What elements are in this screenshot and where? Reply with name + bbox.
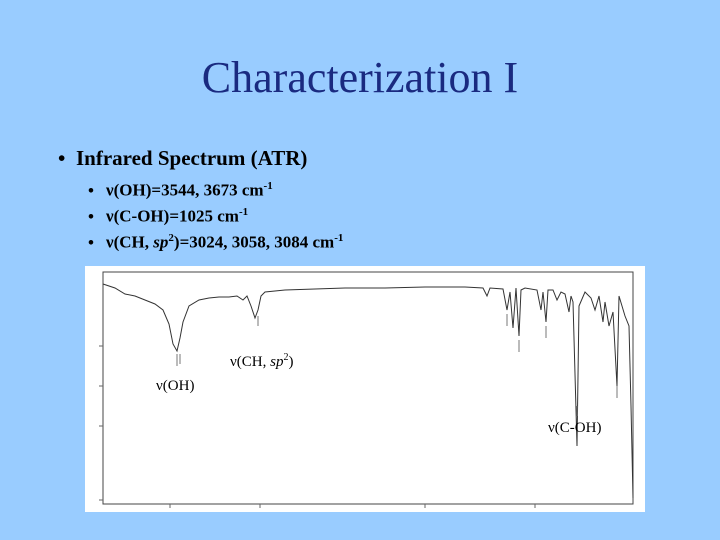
sub-text-italic: sp xyxy=(153,232,169,252)
sub-text: (OH)=3544, 3673 cm xyxy=(113,180,264,200)
label-text: ) xyxy=(288,354,294,370)
plot-frame xyxy=(102,271,634,505)
ir-spectrum-image xyxy=(85,266,645,512)
bullet-dot-icon: • xyxy=(58,146,66,170)
label-oh: ν(OH) xyxy=(156,378,194,395)
nu-symbol: ν xyxy=(106,232,114,252)
nu-symbol: ν xyxy=(230,354,237,370)
superscript: -1 xyxy=(334,232,344,244)
bullet-dot-icon: • xyxy=(88,180,94,200)
bullet-ir-spectrum: • Infrared Spectrum (ATR) xyxy=(58,146,307,171)
superscript: 2 xyxy=(283,352,289,363)
sub-text: (C-OH)=1025 cm xyxy=(113,206,239,226)
label-c-oh: ν(C-OH) xyxy=(548,420,601,437)
nu-symbol: ν xyxy=(156,378,163,394)
superscript: -1 xyxy=(238,206,249,218)
bullet-text: Infrared Spectrum (ATR) xyxy=(76,146,308,170)
sub-bullet-oh: • ν(OH)=3544, 3673 cm-1 xyxy=(88,180,273,201)
superscript: -1 xyxy=(263,180,273,192)
bullet-dot-icon: • xyxy=(88,206,94,226)
nu-symbol: ν xyxy=(106,180,114,200)
peak-annotation-marks xyxy=(176,314,618,416)
sub-bullet-ch: • ν(CH, sp2)=3024, 3058, 3084 cm-1 xyxy=(88,232,343,253)
nu-symbol: ν xyxy=(548,420,555,436)
slide-title: Characterization I xyxy=(201,53,519,102)
sub-text: (CH, xyxy=(113,232,154,252)
sub-text: )=3024, 3058, 3084 cm xyxy=(173,232,335,252)
label-text: (OH) xyxy=(162,378,195,394)
superscript: 2 xyxy=(168,232,174,244)
axis-ticks xyxy=(99,345,536,508)
spectrum-trace xyxy=(102,283,634,499)
label-italic: sp xyxy=(270,354,284,370)
label-text: (C-OH) xyxy=(554,420,602,436)
label-text: (CH, xyxy=(236,354,271,370)
label-ch-sp2: ν(CH, sp2) xyxy=(230,352,293,371)
spectrum-plot xyxy=(99,271,634,508)
bullet-dot-icon: • xyxy=(88,232,94,252)
sub-bullet-coh: • ν(C-OH)=1025 cm-1 xyxy=(88,206,248,227)
nu-symbol: ν xyxy=(106,206,114,226)
